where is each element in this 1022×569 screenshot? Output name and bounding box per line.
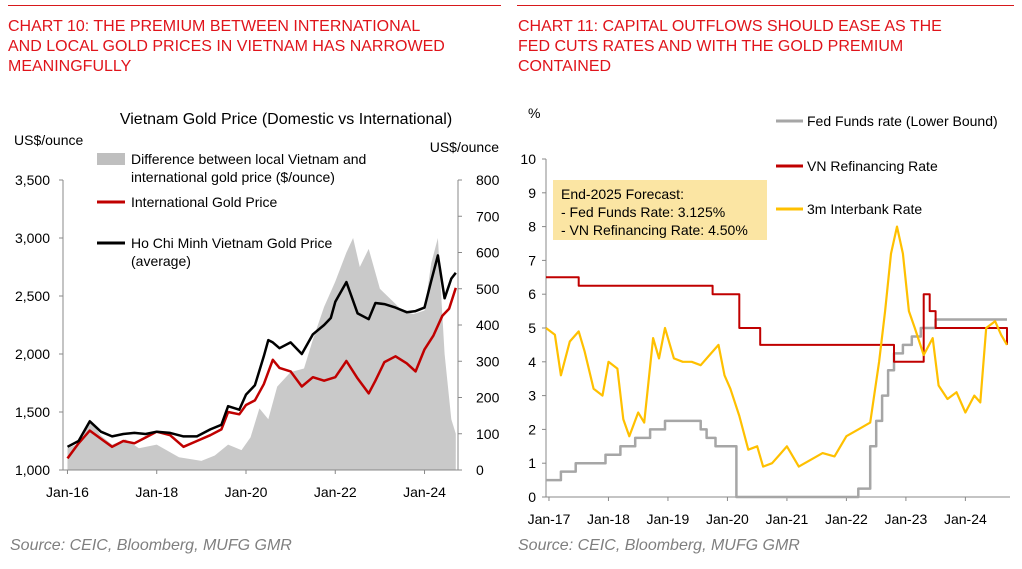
rc-y-tick-label: 4: [528, 354, 536, 370]
right-heading-line-3: CONTAINED: [518, 58, 612, 75]
rc-x-tick-label: Jan-24: [944, 511, 987, 527]
left-y-axis-label: US$/ounce: [14, 132, 83, 148]
rc-y-tick-label: 2: [528, 421, 536, 437]
legend-difference-swatch: [97, 153, 125, 165]
rc-x-tick-label: Jan-19: [647, 511, 690, 527]
rc-y-tick-label: 9: [528, 185, 536, 201]
rc-y-tick-label: 10: [520, 151, 536, 167]
rc-x-tick-label: Jan-23: [884, 511, 927, 527]
right-chart-y-label: %: [528, 105, 540, 121]
right-source-note: Source: CEIC, Bloomberg, MUFG GMR: [518, 537, 800, 554]
rc-y-tick-label: 8: [528, 219, 536, 235]
y-right-tick-label: 800: [476, 172, 500, 188]
x-tick-label: Jan-16: [46, 484, 89, 500]
rc-x-tick-label: Jan-20: [706, 511, 749, 527]
x-tick-label: Jan-22: [314, 484, 357, 500]
legend-hcm-label: Ho Chi Minh Vietnam Gold Price: [131, 235, 332, 251]
y-right-tick-label: 200: [476, 390, 500, 406]
rc-y-tick-label: 7: [528, 252, 536, 268]
rc-x-tick-label: Jan-21: [766, 511, 809, 527]
rc-y-tick-label: 6: [528, 286, 536, 302]
rc-y-tick-label: 5: [528, 320, 536, 336]
y-right-tick-label: 100: [476, 426, 500, 442]
x-tick-label: Jan-20: [225, 484, 268, 500]
series-international-gold-line: [66, 287, 457, 460]
forecast-annotation-line: End-2025 Forecast:: [561, 186, 684, 202]
legend-international-label: International Gold Price: [131, 194, 278, 210]
series-difference-area: [67, 238, 456, 470]
legend-difference-label: international gold price ($/ounce): [131, 169, 335, 185]
right-y-axis-label: US$/ounce: [430, 139, 499, 155]
x-tick-label: Jan-24: [403, 484, 446, 500]
y-left-tick-label: 1,500: [15, 404, 50, 420]
rc-legend-label-1: Fed Funds rate (Lower Bound): [807, 113, 998, 129]
y-right-tick-label: 500: [476, 281, 500, 297]
right-heading-line-1: CHART 11: CAPITAL OUTFLOWS SHOULD EASE A…: [518, 18, 942, 35]
y-right-tick-label: 300: [476, 353, 500, 369]
rc-x-tick-label: Jan-17: [528, 511, 571, 527]
x-tick-label: Jan-18: [135, 484, 178, 500]
y-right-tick-label: 700: [476, 208, 500, 224]
left-chart-title: Vietnam Gold Price (Domestic vs Internat…: [120, 111, 452, 128]
forecast-annotation-line: - VN Refinancing Rate: 4.50%: [561, 222, 748, 238]
series-fed-funds-line: [546, 318, 1007, 499]
rc-legend-label-2: VN Refinancing Rate: [807, 158, 938, 174]
forecast-annotation-line: - Fed Funds Rate: 3.125%: [561, 204, 725, 220]
left-chart-heading: CHART 10: THE PREMIUM BETWEEN INTERNATIO…: [8, 17, 508, 77]
series-hcm-gold-line: [66, 254, 457, 448]
legend-hcm-label: (average): [131, 253, 191, 269]
left-source-note: Source: CEIC, Bloomberg, MUFG GMR: [10, 537, 292, 554]
y-left-tick-label: 3,000: [15, 230, 50, 246]
right-heading-line-2: FED CUTS RATES AND WITH THE GOLD PREMIUM: [518, 38, 904, 55]
left-heading-line-3: MEANINGFULLY: [8, 58, 132, 75]
left-title-rule: [8, 5, 501, 6]
left-heading-line-1: CHART 10: THE PREMIUM BETWEEN INTERNATIO…: [8, 18, 421, 35]
rc-legend-label-3: 3m Interbank Rate: [807, 201, 922, 217]
y-left-tick-label: 3,500: [15, 172, 50, 188]
series-vn-refinancing-line: [546, 276, 1008, 363]
rc-y-tick-label: 1: [528, 455, 536, 471]
rc-y-tick-label: 0: [528, 489, 536, 505]
y-right-tick-label: 600: [476, 245, 500, 261]
y-right-tick-label: 0: [476, 462, 484, 478]
legend-difference-label: Difference between local Vietnam and: [131, 151, 366, 167]
right-chart-heading: CHART 11: CAPITAL OUTFLOWS SHOULD EASE A…: [518, 17, 1018, 77]
forecast-annotation-box: [553, 180, 767, 240]
y-left-tick-label: 2,500: [15, 288, 50, 304]
rc-y-tick-label: 3: [528, 388, 536, 404]
y-left-tick-label: 2,000: [15, 346, 50, 362]
y-left-tick-label: 1,000: [15, 462, 50, 478]
right-title-rule: [517, 5, 1014, 6]
y-right-tick-label: 400: [476, 317, 500, 333]
rc-x-tick-label: Jan-22: [825, 511, 868, 527]
left-heading-line-2: AND LOCAL GOLD PRICES IN VIETNAM HAS NAR…: [8, 38, 445, 55]
rc-x-tick-label: Jan-18: [587, 511, 630, 527]
series-interbank-line: [545, 225, 1008, 468]
